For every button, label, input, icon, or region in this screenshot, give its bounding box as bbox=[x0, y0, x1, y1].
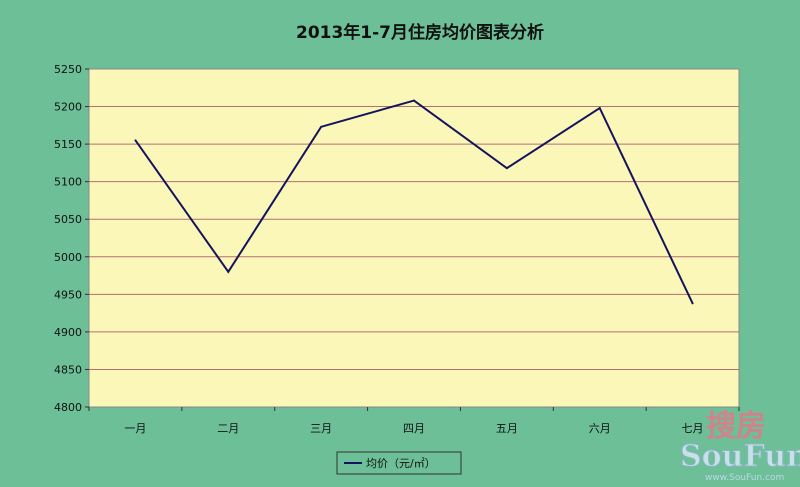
soufun-watermark-logo: 搜房 SouFun www.SouFun.com bbox=[680, 409, 800, 483]
x-tick-label: 二月 bbox=[217, 422, 239, 435]
series-layer bbox=[134, 99, 694, 305]
y-tick-label: 4950 bbox=[54, 288, 82, 301]
data-point bbox=[320, 125, 323, 128]
chart-title: 2013年1-7月住房均价图表分析 bbox=[296, 22, 544, 43]
y-tick-label: 4850 bbox=[54, 363, 82, 376]
y-tick-label: 4900 bbox=[54, 326, 82, 339]
y-tick-label: 5200 bbox=[54, 101, 82, 114]
y-tick-label: 5100 bbox=[54, 176, 82, 189]
y-tick-label: 5000 bbox=[54, 251, 82, 264]
y-tick-label: 5150 bbox=[54, 138, 82, 151]
watermark-en: SouFun bbox=[680, 439, 800, 474]
watermark-url: www.SouFun.com bbox=[705, 473, 784, 483]
x-tick-label: 四月 bbox=[403, 422, 425, 435]
watermark-cn: 搜房 bbox=[706, 409, 766, 444]
x-tick-label: 一月 bbox=[124, 422, 146, 435]
legend: 均价（元/㎡） bbox=[336, 451, 462, 475]
y-tick-label: 5050 bbox=[54, 213, 82, 226]
y-axis: 4800 4850 4900 4950 5000 5050 5100 5150 5200 5250 bbox=[54, 63, 89, 414]
plot-area bbox=[88, 68, 740, 408]
x-tick-label: 六月 bbox=[589, 422, 611, 435]
data-point bbox=[413, 99, 415, 102]
y-tick-label: 5250 bbox=[54, 63, 82, 76]
data-point bbox=[691, 302, 694, 305]
legend-box bbox=[336, 451, 462, 475]
gridlines bbox=[89, 106, 739, 370]
x-tick-label: 七月 bbox=[682, 422, 704, 435]
x-axis: 一月 二月 三月 四月 五月 六月 七月 bbox=[88, 407, 740, 435]
x-tick-label: 五月 bbox=[496, 422, 518, 435]
data-point bbox=[227, 270, 230, 273]
y-tick-label: 4800 bbox=[54, 401, 82, 414]
legend-label: 均价（元/㎡） bbox=[366, 457, 436, 470]
data-point bbox=[598, 107, 601, 110]
data-point bbox=[505, 167, 508, 170]
x-tick-label: 三月 bbox=[310, 422, 332, 435]
data-point bbox=[134, 139, 137, 142]
